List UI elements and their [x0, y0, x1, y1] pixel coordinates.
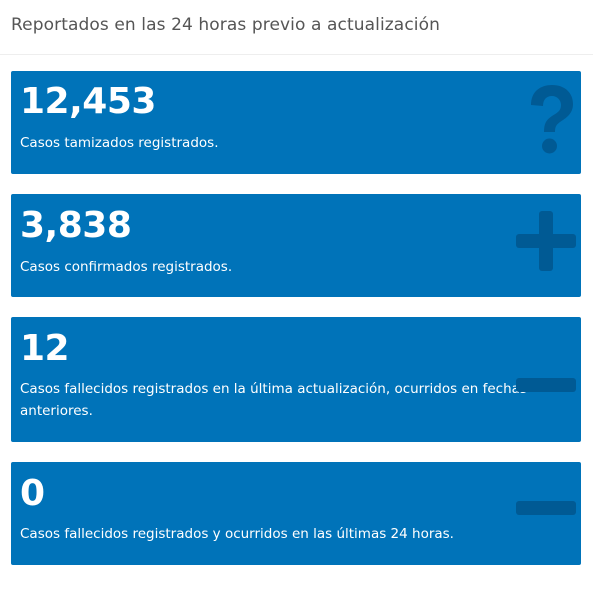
card-description: Casos confirmados registrados. [20, 259, 233, 275]
card-fallecidos-anteriores: 12 Casos fallecidos registrados en la úl… [11, 317, 581, 442]
card-confirmados: 3,838 Casos confirmados registrados. [11, 194, 581, 297]
card-value: 0 [20, 473, 45, 514]
card-description: Casos fallecidos registrados y ocurridos… [20, 526, 454, 542]
question-icon [525, 83, 577, 155]
minus-icon [514, 500, 578, 516]
card-tamizados: 12,453 Casos tamizados registrados. [11, 71, 581, 174]
plus-icon [514, 209, 578, 273]
card-fallecidos-24h: 0 Casos fallecidos registrados y ocurrid… [11, 462, 581, 565]
page-title: Reportados en las 24 horas previo a actu… [11, 15, 440, 35]
minus-icon [514, 377, 578, 393]
card-value: 3,838 [20, 205, 132, 246]
header: Reportados en las 24 horas previo a actu… [0, 0, 593, 55]
card-value: 12 [20, 328, 70, 369]
card-description: Casos fallecidos registrados en la últim… [20, 381, 527, 419]
card-value: 12,453 [20, 81, 156, 122]
card-description: Casos tamizados registrados. [20, 135, 219, 151]
